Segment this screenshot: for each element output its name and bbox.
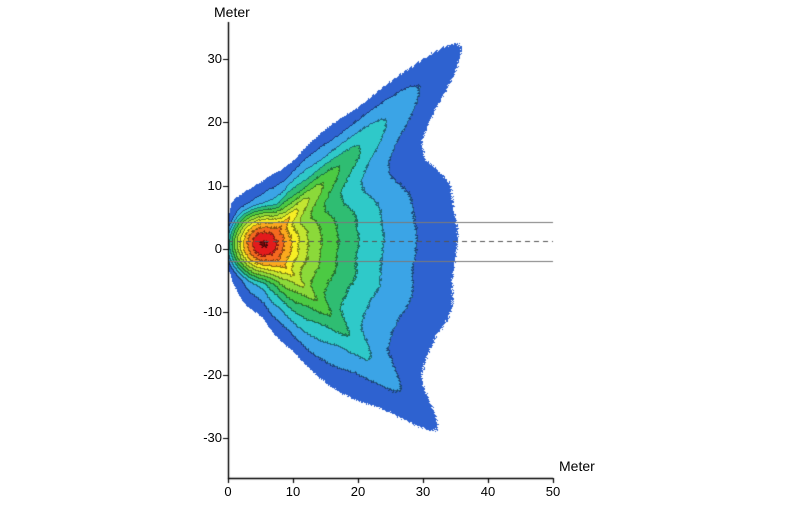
y-tick-label: -10	[203, 303, 222, 319]
y-tick-label: 30	[207, 51, 222, 67]
y-tick-label: 10	[207, 177, 222, 193]
y-tick-label: -30	[203, 430, 222, 446]
x-tick-label: 50	[545, 484, 561, 499]
x-tick-label: 10	[285, 484, 301, 499]
y-tick-label: 20	[207, 114, 222, 130]
y-axis-label: Meter	[214, 4, 250, 20]
y-tick-label: -20	[203, 367, 222, 383]
x-tick-label: 0	[224, 484, 232, 499]
x-tick-label: 40	[480, 484, 496, 499]
x-axis-label: Meter	[559, 458, 595, 474]
x-tick-label: 20	[350, 484, 366, 499]
y-tick-label: 0	[214, 240, 222, 256]
x-tick-label: 30	[415, 484, 431, 499]
